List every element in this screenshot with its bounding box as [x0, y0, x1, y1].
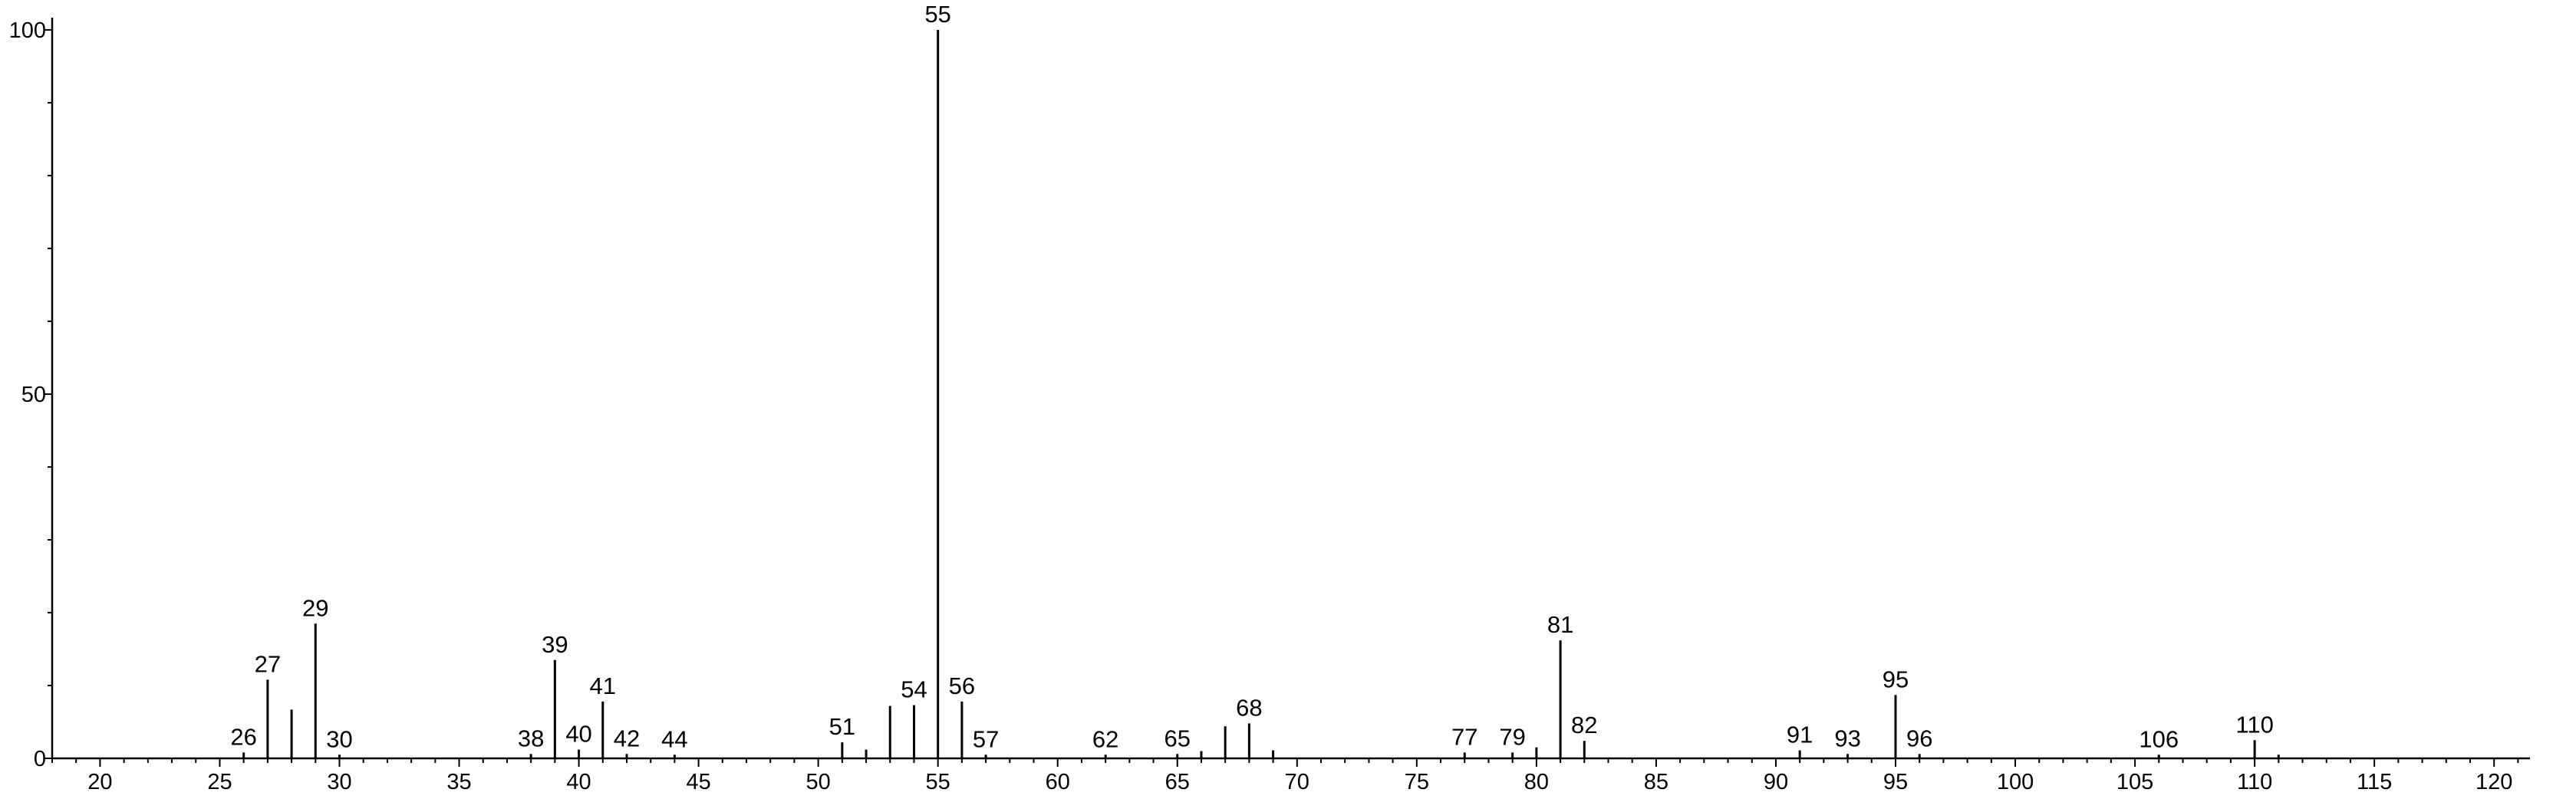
peak-label-62: 62 — [1092, 725, 1118, 752]
peak-label-40: 40 — [565, 721, 591, 748]
peak-label-57: 57 — [973, 725, 999, 752]
x-tick-label: 85 — [1644, 770, 1668, 794]
peak-label-42: 42 — [614, 725, 640, 751]
y-tick-label: 0 — [34, 747, 46, 771]
x-tick-label: 120 — [2476, 770, 2512, 794]
y-tick-label: 100 — [9, 18, 46, 43]
x-tick-label: 30 — [327, 770, 351, 794]
x-tick-label: 105 — [2116, 770, 2153, 794]
peak-labels: 26 27 29 30 38 39 40 41 42 44 51 54 55 56 57 62 65 68 77 79… — [230, 1, 2273, 752]
peak-label-38: 38 — [518, 725, 544, 751]
x-tick-label: 95 — [1883, 770, 1908, 794]
x-tick-label: 65 — [1165, 770, 1190, 794]
x-tick-label: 75 — [1405, 770, 1429, 794]
peak-label-65: 65 — [1164, 725, 1191, 751]
peak-label-96: 96 — [1906, 725, 1932, 751]
x-tick-label: 40 — [566, 770, 591, 794]
peak-label-110: 110 — [2235, 711, 2273, 738]
peak-label-54: 54 — [901, 676, 927, 703]
peak-label-27: 27 — [255, 650, 281, 677]
peaks — [242, 30, 2280, 758]
x-tick-label: 50 — [806, 770, 831, 794]
peak-label-51: 51 — [829, 713, 855, 740]
peak-label-95: 95 — [1883, 666, 1909, 692]
x-tick-label: 115 — [2357, 770, 2392, 794]
x-tick-label: 100 — [1997, 770, 2034, 794]
peak-label-30: 30 — [326, 725, 352, 752]
peak-label-81: 81 — [1547, 611, 1573, 638]
x-tick-label: 70 — [1285, 770, 1309, 794]
x-tick-label: 60 — [1046, 770, 1070, 794]
x-tick-label: 55 — [926, 770, 950, 794]
peak-label-82: 82 — [1571, 712, 1597, 738]
x-tick-label: 35 — [446, 770, 471, 794]
x-tick-label: 110 — [2237, 770, 2272, 794]
peak-label-44: 44 — [661, 725, 687, 752]
peak-label-39: 39 — [542, 631, 568, 658]
peak-label-41: 41 — [590, 672, 616, 699]
x-tick-label: 20 — [87, 770, 112, 794]
peak-label-77: 77 — [1451, 723, 1477, 750]
peak-label-55: 55 — [924, 1, 950, 28]
x-tick-label: 45 — [686, 770, 710, 794]
peak-label-26: 26 — [230, 723, 256, 750]
peak-label-56: 56 — [949, 672, 975, 699]
peak-label-91: 91 — [1787, 722, 1813, 748]
axes: 20 25 30 35 40 45 50 55 60 65 70 75 80 85 90 95 100 105 11… — [9, 18, 2530, 794]
y-tick-label: 50 — [21, 383, 46, 407]
x-tick-label: 80 — [1524, 770, 1549, 794]
peak-label-68: 68 — [1236, 694, 1262, 721]
x-tick-label: 25 — [207, 770, 232, 794]
peak-label-106: 106 — [2139, 725, 2179, 752]
peak-label-93: 93 — [1834, 725, 1860, 751]
peak-label-79: 79 — [1499, 723, 1525, 750]
peak-label-29: 29 — [302, 594, 328, 621]
x-tick-label: 90 — [1764, 770, 1788, 794]
